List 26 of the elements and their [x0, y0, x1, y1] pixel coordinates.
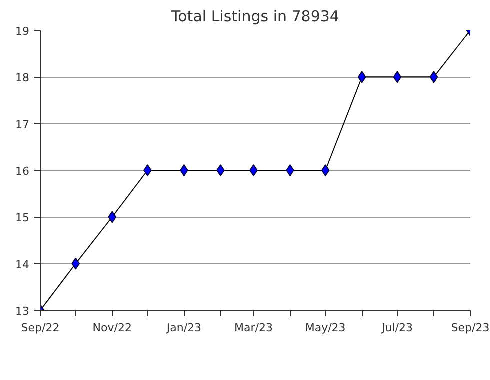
point: [358, 71, 366, 84]
x-tick-label: Mar/23: [234, 322, 273, 334]
point: [286, 164, 294, 176]
y-tick-label: 15: [16, 212, 30, 225]
point: [144, 164, 152, 176]
point: [430, 71, 438, 84]
x-tick-label: Jul/23: [380, 322, 413, 334]
y-tick-label: 18: [16, 72, 30, 85]
point: [216, 164, 225, 176]
x-tick-label: Nov/22: [92, 322, 132, 334]
point: [393, 71, 402, 84]
chart-title: Total Listings in 78934: [170, 8, 340, 26]
x-tick-label: Sep/22: [21, 322, 60, 334]
point: [72, 258, 80, 270]
y-tick-label: 17: [16, 118, 30, 132]
y-tick-label: 19: [16, 25, 30, 38]
y-tick-label: 13: [16, 305, 30, 318]
point: [321, 164, 330, 176]
point: [180, 164, 188, 176]
x-tick-label: Jan/23: [166, 322, 202, 334]
y-tick-label: 14: [16, 258, 30, 272]
point: [250, 164, 258, 176]
y-tick-label: 16: [16, 165, 30, 178]
x-tick-label: May/23: [305, 322, 346, 334]
x-tick-label: Sep/23: [451, 322, 490, 334]
point: [108, 211, 117, 224]
